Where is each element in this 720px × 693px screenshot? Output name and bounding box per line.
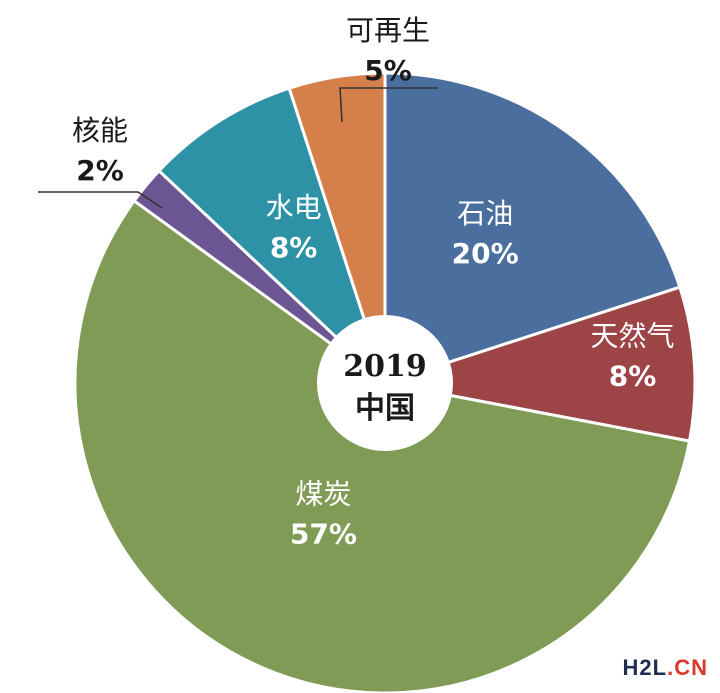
center-country: 中国 [355, 391, 415, 426]
slice-value-oil: 20% [452, 237, 519, 270]
watermark-part2: .CN [667, 655, 708, 680]
slice-value-hydro: 8% [270, 231, 318, 264]
slice-value-natural-gas: 8% [609, 359, 657, 392]
pie-slice-hydro [157, 86, 387, 385]
slice-value-coal: 57% [290, 517, 357, 550]
watermark-part1: H2L [622, 655, 668, 680]
slice-name-hydro: 水电 [266, 191, 322, 224]
center-year: 2019 [343, 349, 427, 384]
slice-name-coal: 煤炭 [295, 477, 351, 510]
leader-line-renewable [339, 87, 438, 123]
watermark: H2L.CN [623, 655, 708, 681]
slice-value-renewable: 5% [364, 54, 412, 87]
slice-labels: 石油 20% 天然气 8% 煤炭 57% 核能 2% 水电 8% 可再生 5% [72, 14, 675, 550]
leader-lines [38, 87, 438, 209]
pie-slice-natural-gas [383, 285, 697, 443]
pie-slice-oil [383, 71, 682, 385]
slice-value-nuclear: 2% [76, 154, 124, 187]
slice-name-natural-gas: 天然气 [590, 319, 674, 352]
center-hole [317, 315, 453, 451]
pie-slice-renewable [287, 71, 387, 385]
leader-line-nuclear [38, 191, 163, 209]
slice-name-nuclear: 核能 [72, 114, 128, 147]
slice-name-renewable: 可再生 [346, 14, 430, 47]
slice-name-oil: 石油 [457, 197, 513, 230]
